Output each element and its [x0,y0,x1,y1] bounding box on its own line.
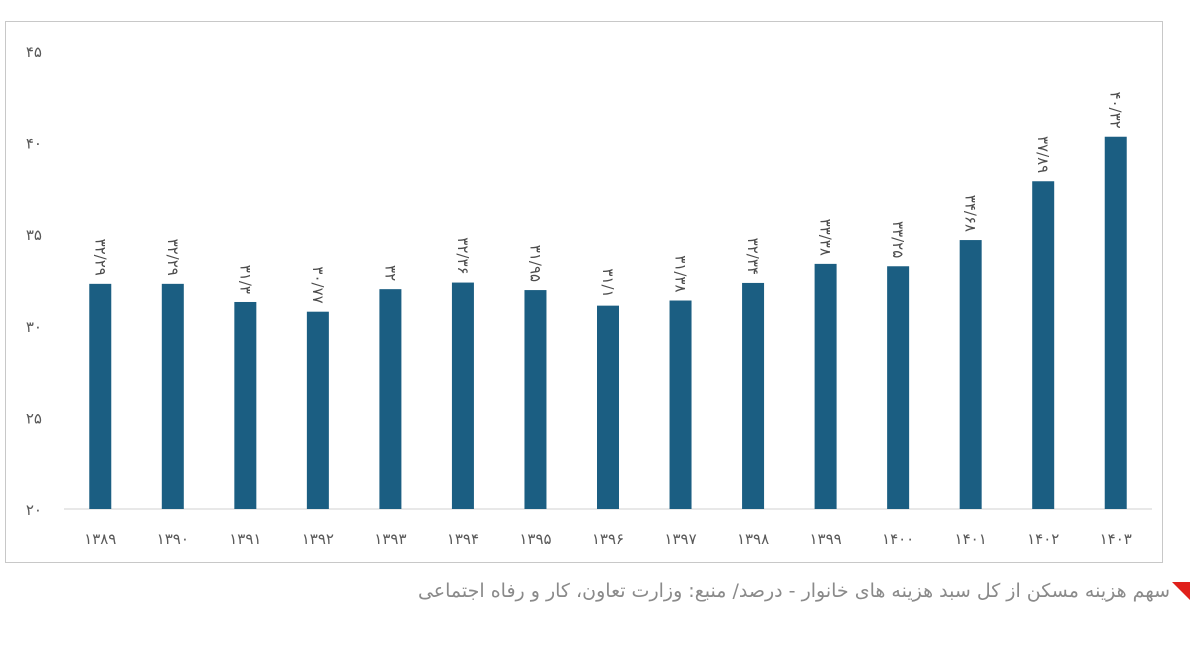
bar [234,301,257,509]
chart-caption: سهم هزینه مسکن از کل سبد هزینه های خانوا… [417,580,1170,602]
bar [959,240,982,510]
x-tick-label: ۱۳۹۷ [664,530,696,548]
bar-value-label: ۳۷/۸۹ [1034,136,1052,173]
y-tick-label: ۲۰ [26,501,42,519]
bar [379,289,402,509]
y-tick-label: ۳۰ [26,318,42,336]
x-tick-label: ۱۳۹۱ [229,530,261,548]
bar [887,266,910,509]
bar [669,300,692,509]
y-tick-label: ۴۵ [26,43,42,61]
bar-value-label: ۳۱/۹۵ [526,245,544,282]
x-tick-label: ۱۳۹۰ [157,530,189,548]
bar [742,282,765,509]
chart-frame: ۲۰ ۲۵ ۳۰ ۳۵ ۴۰ ۴۵ ۳۲/۲۹ ۱۳۸۹ ۳۲/۲۹ ۱۳۹۰ ۳۱/۳ ۱۳۹۱ ۳۰… [5,21,1163,563]
bar-value-label: ۳۲/۲۹ [164,239,182,276]
y-tick-label: ۲۵ [26,409,42,427]
bar-value-label: ۳۳/۳۸ [817,219,835,256]
bar [306,311,329,509]
bar [161,283,184,509]
bar [524,290,547,509]
bar-value-label: ۳۱/۳۸ [672,255,690,292]
x-tick-label: ۱۳۹۶ [592,530,624,548]
bar-chart: ۲۰ ۲۵ ۳۰ ۳۵ ۴۰ ۴۵ ۳۲/۲۹ ۱۳۸۹ ۳۲/۲۹ ۱۳۹۰ ۳۱/۳ ۱۳۹۱ ۳۰… [26,43,1152,548]
x-tick-label: ۱۴۰۱ [955,530,987,548]
x-tick-label: ۱۳۹۲ [302,530,334,548]
bar [814,263,837,509]
bar-value-label: ۳۱/۳ [236,265,254,294]
bar [597,305,619,509]
caption-marker-icon [1172,582,1190,600]
bar-value-label: ۳۳/۲۵ [889,221,907,258]
bar-value-label: ۳۲/۳۴ [744,238,762,275]
x-tick-label: ۱۳۹۸ [737,530,769,548]
bar-value-label: ۳۴/۶۸ [962,195,980,232]
y-tick-label: ۴۰ [26,135,42,153]
bar [89,283,112,509]
bar [1032,181,1055,510]
x-tick-label: ۱۳۹۳ [374,530,406,548]
bar [1104,136,1127,509]
x-tick-label: ۱۳۸۹ [84,530,116,548]
x-tick-label: ۱۴۰۲ [1027,530,1059,548]
bar [451,282,474,509]
bar-value-label: ۳۱/۱ [599,268,617,297]
bar-value-label: ۴۰/۳۲ [1107,91,1125,128]
x-tick-label: ۱۴۰۳ [1100,530,1132,548]
bar-value-label: ۳۰/۷۷ [309,266,327,303]
bar-value-label: ۳۲/۲۹ [91,239,109,276]
x-tick-label: ۱۳۹۴ [447,530,479,548]
x-tick-label: ۱۳۹۵ [519,530,551,548]
x-tick-label: ۱۳۹۹ [809,530,841,548]
bar-value-label: ۳۲ [381,265,399,281]
y-tick-label: ۳۵ [26,226,42,244]
bar-value-label: ۳۲/۳۶ [454,237,472,274]
x-tick-label: ۱۴۰۰ [882,530,914,548]
